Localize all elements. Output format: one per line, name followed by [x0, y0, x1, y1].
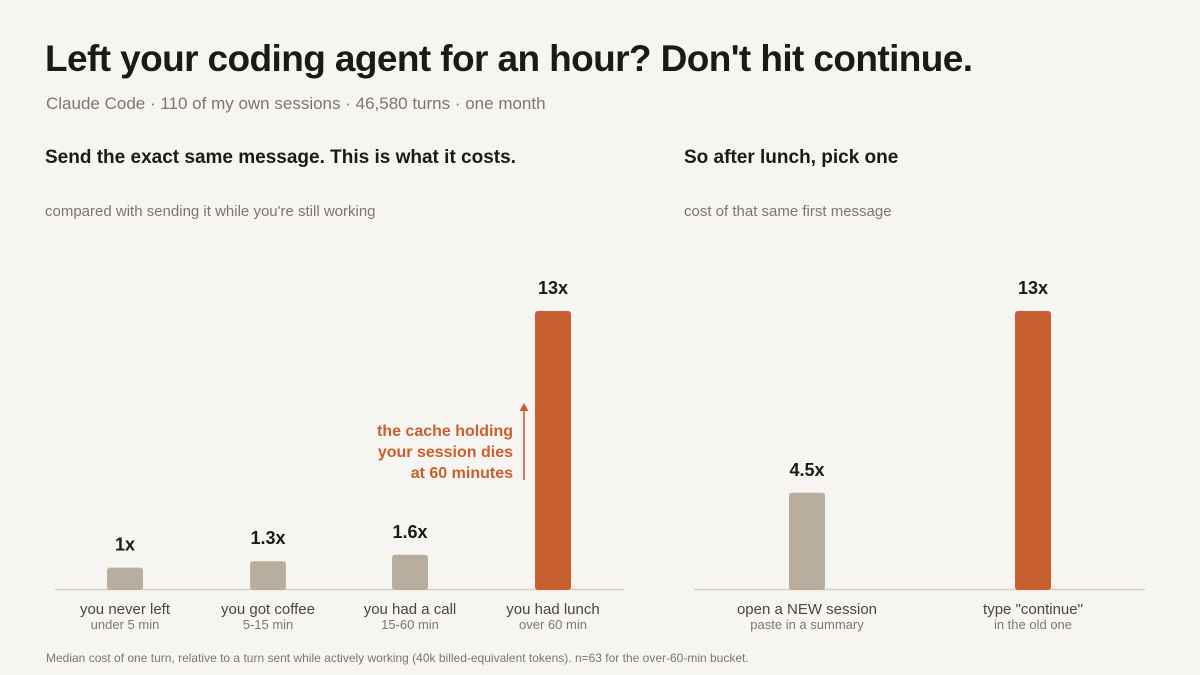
left-chart-title: Send the exact same message. This is wha…	[45, 147, 516, 168]
right-chart-subtitle: cost of that same first message	[684, 203, 892, 220]
chart-0-category-label-0: you never left	[80, 601, 171, 618]
annotation-line-2: at 60 minutes	[411, 465, 513, 482]
page-subtitle: Claude Code · 110 of my own sessions · 4…	[46, 94, 546, 113]
left-chart-subtitle: compared with sending it while you're st…	[45, 203, 376, 220]
chart-1-value-label-1: 13x	[1018, 278, 1048, 298]
chart-0-value-label-0: 1x	[115, 535, 135, 555]
chart-0-bar-0	[107, 567, 143, 590]
chart-1-bar-0	[789, 492, 825, 590]
chart-1-bar-1	[1015, 311, 1051, 590]
chart-1-value-label-0: 4.5x	[789, 460, 824, 480]
chart-0-sublabel-2: 15-60 min	[381, 617, 439, 632]
chart-0-bar-1	[250, 561, 286, 590]
chart-1-category-label-0: open a NEW session	[737, 601, 877, 618]
chart-0-sublabel-3: over 60 min	[519, 617, 587, 632]
annotation-line-1: your session dies	[378, 444, 513, 461]
chart-0-value-label-2: 1.6x	[392, 522, 427, 542]
chart-0-category-label-2: you had a call	[364, 601, 457, 618]
annotation-line-0: the cache holding	[377, 423, 513, 440]
page-title: Left your coding agent for an hour? Don'…	[45, 38, 973, 79]
right-chart-title: So after lunch, pick one	[684, 147, 899, 168]
chart-1-category-label-1: type "continue"	[983, 601, 1083, 618]
annotation-arrow-head	[519, 403, 529, 411]
chart-0-bar-2	[392, 554, 428, 590]
chart-1-sublabel-0: paste in a summary	[750, 617, 864, 632]
chart-0-bar-3	[535, 311, 571, 590]
chart-0-sublabel-1: 5-15 min	[243, 617, 294, 632]
chart-1-sublabel-1: in the old one	[994, 617, 1072, 632]
chart-0-category-label-1: you got coffee	[221, 601, 315, 618]
chart-0-category-label-3: you had lunch	[506, 601, 599, 618]
chart-0-value-label-3: 13x	[538, 278, 568, 298]
footnote: Median cost of one turn, relative to a t…	[46, 651, 749, 665]
chart-0-value-label-1: 1.3x	[250, 528, 285, 548]
chart-0-sublabel-0: under 5 min	[91, 617, 160, 632]
